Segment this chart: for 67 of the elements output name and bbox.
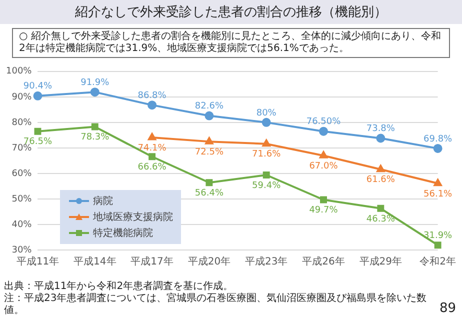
data-label: 56.1% — [424, 189, 453, 200]
point — [377, 204, 384, 212]
point — [34, 128, 42, 135]
x-tick-label: 平成14年 — [74, 256, 116, 268]
data-label: 61.6% — [366, 175, 396, 186]
data-label: 69.8% — [424, 134, 453, 144]
data-label: 59.4% — [252, 180, 282, 191]
point — [320, 196, 327, 204]
data-label: 72.5% — [194, 147, 224, 158]
y-tick-label: 30% — [12, 245, 32, 256]
point — [319, 126, 328, 136]
y-tick-label: 60% — [12, 168, 32, 179]
point — [376, 134, 386, 143]
y-tick-label: 90% — [12, 92, 32, 102]
point — [148, 100, 157, 110]
x-tick-label: 平成20年 — [188, 256, 231, 268]
data-label: 74.1% — [138, 143, 167, 154]
data-label: 66.6% — [138, 162, 167, 172]
point — [33, 91, 42, 100]
legend-label: 病院 — [93, 194, 113, 208]
point — [205, 137, 214, 144]
x-tick-label: 令和2年 — [420, 256, 456, 268]
data-label: 80% — [256, 108, 277, 118]
x-tick-label: 平成11年 — [16, 256, 60, 268]
data-label: 31.9% — [424, 230, 453, 241]
point — [433, 144, 442, 153]
chart-subtitle: ○ 紹介無しで外来受診した患者の割合を機能別に見たところ、全体的に減少傾向にあり、令和2年は特定機能病院では31.9%、地域医療支援病院では56.1%であった。 — [12, 28, 450, 58]
legend-label: 地域医療支援病院 — [93, 210, 173, 224]
data-label: 71.6% — [252, 150, 282, 160]
x-tick-label: 平成17年 — [130, 256, 174, 268]
source-note: 出典：平成11年から令和2年患者調査を基に作成。 — [4, 281, 234, 292]
data-label: 46.3% — [366, 214, 396, 224]
data-label: 56.4% — [194, 188, 224, 198]
y-tick-label: 100% — [6, 66, 32, 77]
text: 注：平成23年患者調査については、宮城県の石巻医療圏、気仙沼医療圏及び福島県を除いた数値。 — [4, 293, 428, 317]
chart-title: 紹介なしで外来受診した患者の割合の推移（機能別） — [0, 0, 462, 24]
point — [262, 172, 270, 178]
legend-label: 特定機能病院 — [93, 226, 153, 240]
x-tick-label: 平成23年 — [244, 256, 288, 268]
x-tick-label: 平成26年 — [302, 256, 345, 268]
point — [262, 139, 270, 147]
y-tick-label: 40% — [12, 220, 32, 230]
point — [262, 118, 271, 127]
point — [91, 123, 98, 130]
y-tick-label: 70% — [12, 143, 32, 154]
data-label: 90.4% — [23, 82, 52, 92]
point — [319, 151, 328, 158]
point — [148, 132, 156, 140]
x-tick-label: 平成29年 — [359, 256, 402, 268]
data-label: 67.0% — [309, 161, 338, 172]
data-label: 49.7% — [309, 206, 338, 216]
point — [434, 178, 442, 186]
y-tick-label: 50% — [12, 194, 32, 204]
text: 89 — [439, 301, 456, 316]
point — [376, 164, 385, 172]
data-label: 78.3% — [80, 132, 110, 143]
data-label: 73.8% — [366, 124, 396, 134]
point — [204, 111, 214, 120]
point — [90, 88, 100, 97]
y-tick-label: 80% — [12, 118, 32, 128]
data-label: 86.8% — [138, 90, 167, 101]
data-label: 76.50% — [306, 117, 342, 128]
data-label: 82.6% — [194, 102, 224, 112]
data-label: 91.9% — [80, 78, 110, 88]
point — [434, 242, 442, 249]
point — [206, 179, 213, 186]
point — [148, 153, 156, 160]
